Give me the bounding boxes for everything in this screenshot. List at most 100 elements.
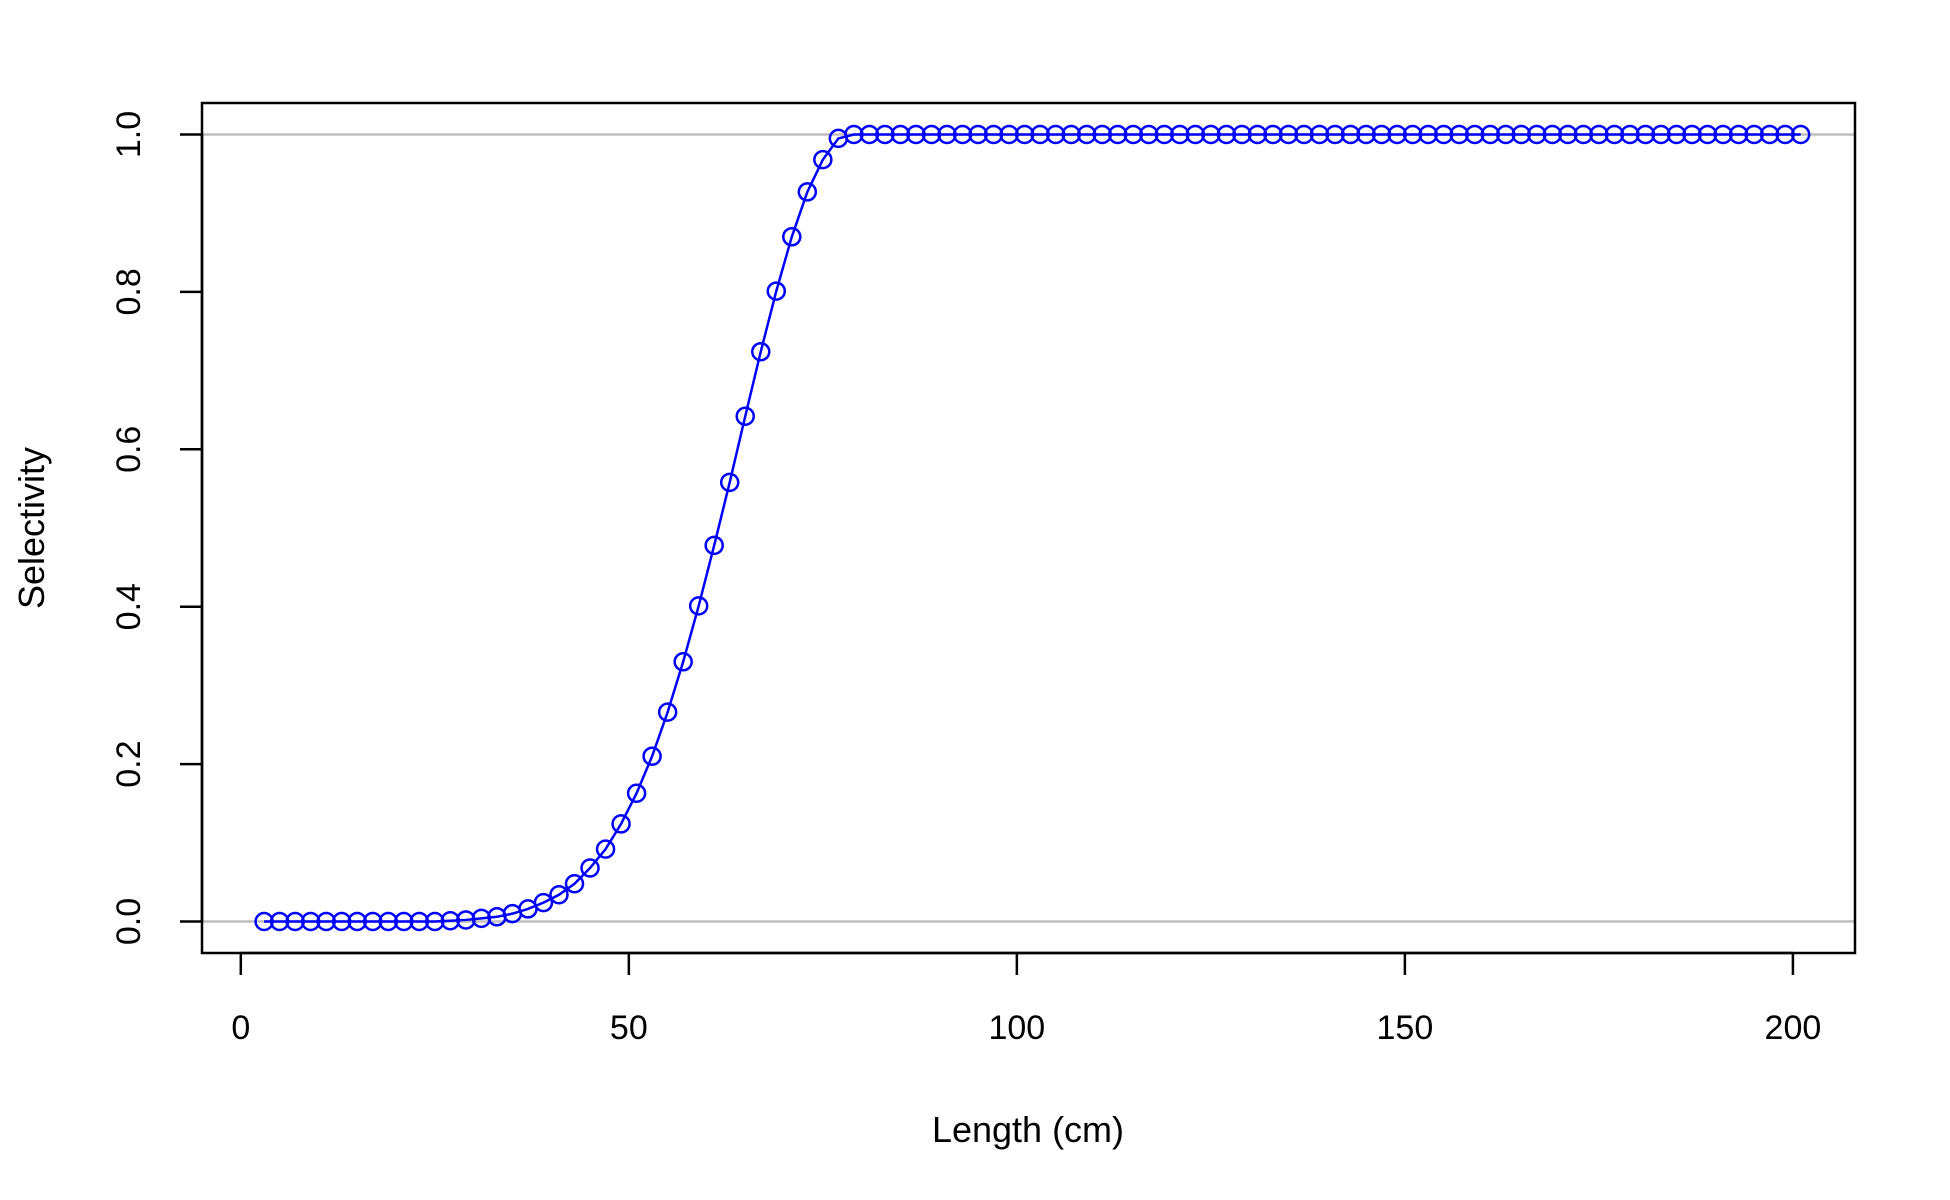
data-point [409,911,430,932]
data-point [1433,124,1454,145]
data-point [1045,124,1066,145]
x-axis-title: Length (cm) [932,1109,1124,1150]
data-point [611,814,631,834]
data-point [906,124,926,145]
data-point [254,911,274,932]
data-point [999,124,1019,145]
data-point [1232,124,1252,145]
data-point [890,124,911,145]
x-axis: 0 50 100 150 200 [231,951,1822,1047]
data-point [1092,124,1112,145]
data-point [688,596,709,616]
data-point [1682,124,1702,145]
data-point [1666,124,1687,145]
data-point [704,535,724,556]
y-axis: 0.0 0.2 0.4 0.6 0.8 1.0 [110,111,204,945]
data-point [1744,124,1764,145]
data-point [1511,124,1532,145]
data-point [844,124,864,145]
data-point [1775,124,1795,145]
data-point [1480,124,1501,145]
data-point [1185,124,1206,145]
y-tick-label: 0.0 [110,898,148,945]
data-point [735,406,755,426]
data-point [1402,124,1423,145]
data-point [657,702,678,722]
data-point [1201,124,1221,145]
data-point [1790,124,1811,145]
data-point [595,839,616,859]
data-point [564,873,585,894]
data-point [766,281,787,301]
data-point [937,124,957,145]
data-point [1123,124,1144,145]
data-point [1697,124,1718,145]
y-tick-label: 0.8 [110,268,148,315]
series-layer [254,124,1811,932]
y-tick-label: 0.6 [110,426,148,473]
data-point [1340,124,1361,145]
data-point [1558,124,1578,145]
x-tick-label: 0 [231,1009,250,1047]
data-point [362,911,383,932]
y-tick-label: 0.2 [110,740,148,787]
data-point [782,227,802,247]
data-point [1589,124,1609,145]
data-point [983,124,1004,145]
data-point [642,746,662,766]
data-point [580,858,600,878]
data-point [1247,124,1268,145]
x-tick-label: 150 [1377,1009,1434,1047]
data-point [813,149,833,170]
data-point [1573,124,1594,145]
data-point [875,124,895,145]
data-point [1356,124,1376,145]
data-point [1076,124,1097,145]
y-tick-label: 1.0 [110,111,148,158]
data-point [1154,124,1175,145]
data-point [1449,124,1469,145]
data-point [1139,124,1159,145]
data-point [1278,124,1299,145]
data-point [456,910,476,930]
data-point [425,911,445,932]
x-tick-label: 50 [610,1009,648,1047]
data-point [1107,124,1128,145]
data-point [378,911,399,932]
data-point [1527,124,1547,145]
data-point [269,911,290,932]
data-point [952,124,973,145]
data-point [1759,124,1780,145]
data-point [331,911,352,932]
data-point [797,182,818,202]
data-point [1216,124,1237,145]
data-point [549,885,569,905]
data-point [626,783,647,803]
data-point [1061,124,1081,145]
data-point [1263,124,1283,145]
data-point [1170,124,1190,145]
data-point [471,908,492,929]
data-point [300,911,321,932]
data-point [921,124,942,145]
data-point [859,124,880,145]
data-point [751,341,771,362]
data-point [1542,124,1563,145]
y-axis-title: Selectivity [11,447,52,609]
data-point [1325,124,1345,145]
data-point [440,910,461,931]
data-point [673,652,693,672]
data-point [1635,124,1656,145]
data-point [1014,124,1035,145]
data-point [1713,124,1733,145]
data-point [1464,124,1485,145]
data-point [1604,124,1625,145]
x-tick-label: 200 [1765,1009,1822,1047]
data-point [1309,124,1330,145]
data-point [347,911,367,932]
data-point [1728,124,1749,145]
data-point [1620,124,1640,145]
data-point [1496,124,1516,145]
